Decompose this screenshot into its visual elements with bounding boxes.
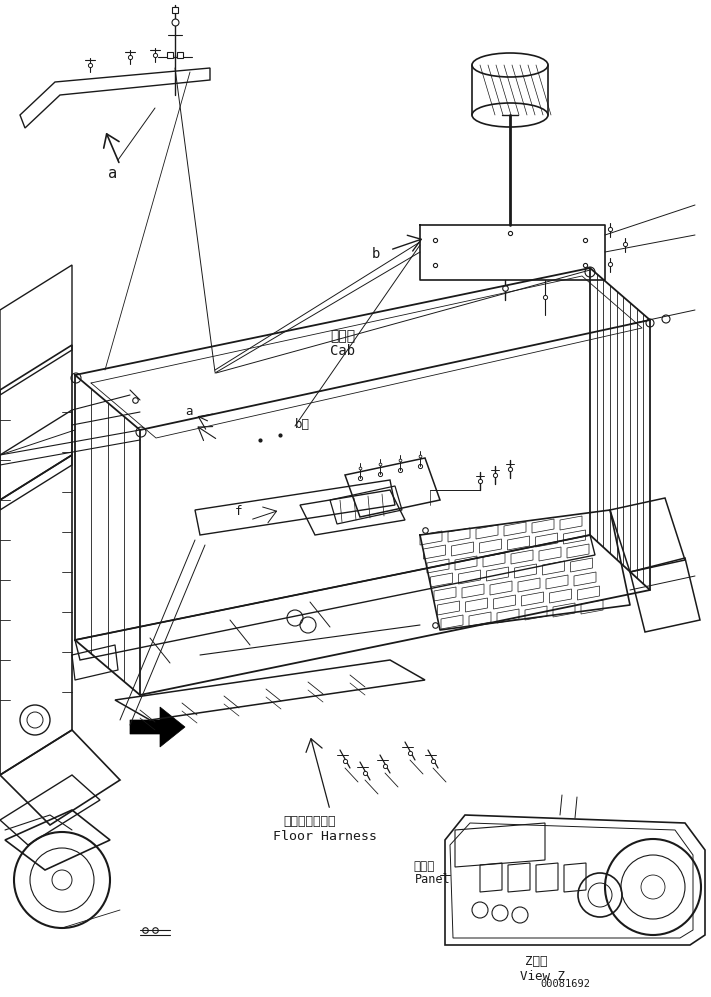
Ellipse shape (472, 103, 548, 127)
Text: Z　視: Z 視 (525, 955, 547, 968)
Text: フロアハーネス: フロアハーネス (283, 815, 336, 828)
Text: f: f (235, 505, 242, 518)
Text: Cab: Cab (330, 344, 355, 358)
Text: パネル: パネル (413, 860, 434, 873)
Text: Panel: Panel (415, 873, 451, 886)
Text: a: a (108, 166, 117, 181)
Text: b・: b・ (295, 418, 310, 431)
Text: 00081692: 00081692 (540, 979, 590, 989)
Text: キャブ: キャブ (330, 329, 355, 343)
Text: Floor Harness: Floor Harness (273, 830, 377, 843)
Ellipse shape (472, 53, 548, 77)
Text: b: b (372, 247, 380, 261)
Text: a: a (185, 405, 193, 418)
Text: View Z: View Z (520, 970, 565, 983)
Polygon shape (130, 707, 185, 747)
